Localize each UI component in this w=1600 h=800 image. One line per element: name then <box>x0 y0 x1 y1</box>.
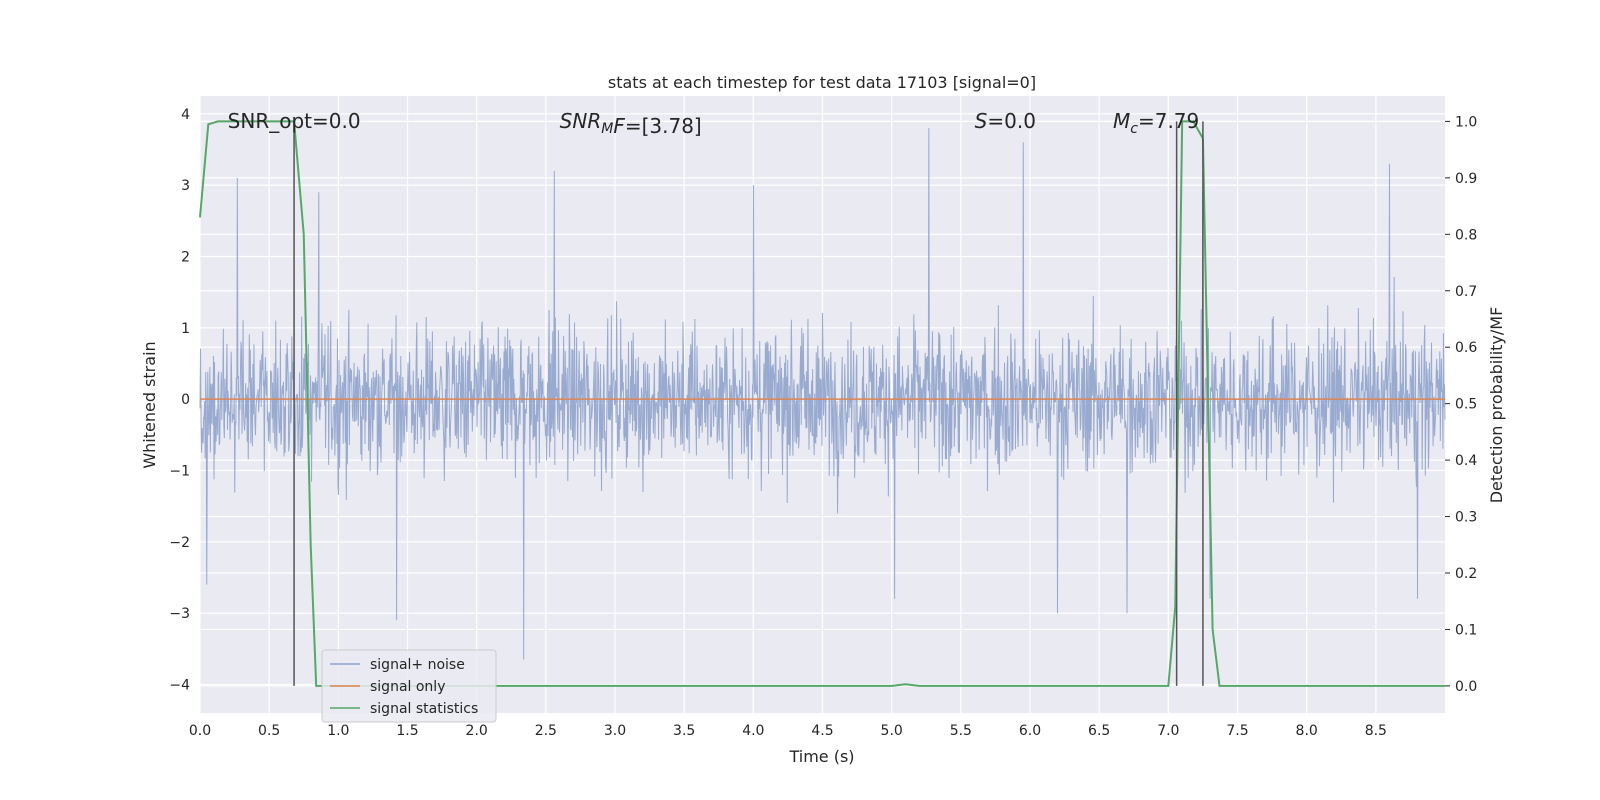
chart-title: stats at each timestep for test data 171… <box>608 73 1036 92</box>
y-tick-label: −1 <box>169 463 190 479</box>
y2-tick-label: 0.1 <box>1455 622 1477 638</box>
y-tick-label: −3 <box>169 606 190 622</box>
series-signal-noise <box>199 128 1446 660</box>
y2-tick-label: 0.8 <box>1455 227 1477 243</box>
y-axis-label: Whitened strain <box>140 341 159 468</box>
x-tick-label: 8.5 <box>1365 723 1387 739</box>
y2-tick-label: 1.0 <box>1455 114 1477 130</box>
x-tick-label: 5.0 <box>881 723 903 739</box>
x-tick-label: 6.5 <box>1088 723 1110 739</box>
annotation-layer: SNR_opt=0.0 SNRMF=[3.78] S=0.0 Mc=7.79 <box>228 109 1200 138</box>
y2-tick-label: 0.3 <box>1455 510 1477 526</box>
y2-tick-label: 0.5 <box>1455 397 1477 413</box>
y2-tick-label: 0.6 <box>1455 340 1477 356</box>
y2-tick-label: 0.4 <box>1455 453 1477 469</box>
annotation-label: SNRMF=[3.78] <box>560 109 702 138</box>
x-tick-label: 7.0 <box>1157 723 1179 739</box>
x-tick-label: 4.5 <box>811 723 833 739</box>
y2-tick-label: 0.2 <box>1455 566 1477 582</box>
legend-box <box>321 649 497 723</box>
x-tick-label: 0.0 <box>189 723 211 739</box>
y-tick-label: 0 <box>181 392 190 408</box>
y2-tick-label: 0.0 <box>1455 679 1477 695</box>
y-tick-label: −4 <box>169 677 190 693</box>
x-tick-label: 5.5 <box>950 723 972 739</box>
y2-tick-label: 0.9 <box>1455 171 1477 187</box>
x-tick-label: 6.0 <box>1019 723 1041 739</box>
stats-layer <box>199 120 1445 687</box>
legend-label-noise: signal+ noise <box>370 657 465 673</box>
y-tick-label: 1 <box>181 321 190 337</box>
annotation-label: S=0.0 <box>975 109 1036 133</box>
x-axis-label: Time (s) <box>788 747 854 766</box>
x-tick-label: 2.5 <box>535 723 557 739</box>
legend: signal+ noise signal only signal statist… <box>321 649 497 723</box>
y2-tick-label: 0.7 <box>1455 284 1477 300</box>
x-tick-label: 0.5 <box>258 723 280 739</box>
x-tick-label: 1.0 <box>327 723 349 739</box>
x-tick-label: 2.0 <box>466 723 488 739</box>
annotation-label: Mc=7.79 <box>1113 109 1199 137</box>
series-signal-statistics <box>199 120 1445 687</box>
annotation-label: SNR_opt=0.0 <box>228 109 361 133</box>
x-tick-label: 8.0 <box>1296 723 1318 739</box>
y2-axis-label: Detection probability/MF <box>1487 307 1506 504</box>
x-tick-label: 1.5 <box>396 723 418 739</box>
y-tick-label: 2 <box>181 249 190 265</box>
noise-layer <box>199 128 1446 660</box>
legend-label-stats: signal statistics <box>370 701 478 717</box>
legend-label-signal: signal only <box>370 679 445 695</box>
y-tick-label: −2 <box>169 535 190 551</box>
x-tick-label: 3.0 <box>604 723 626 739</box>
y-tick-label: 3 <box>181 178 190 194</box>
vline-layer <box>293 121 1204 686</box>
x-tick-label: 3.5 <box>673 723 695 739</box>
x-tick-label: 4.0 <box>742 723 764 739</box>
y-tick-label: 4 <box>181 107 190 123</box>
tick-layer: 0.0 0.5 1.0 1.5 2.0 2.5 3.0 3.5 4.0 4.5 5.0 5.5 6.0 6… <box>169 107 1477 739</box>
x-tick-label: 7.5 <box>1226 723 1248 739</box>
